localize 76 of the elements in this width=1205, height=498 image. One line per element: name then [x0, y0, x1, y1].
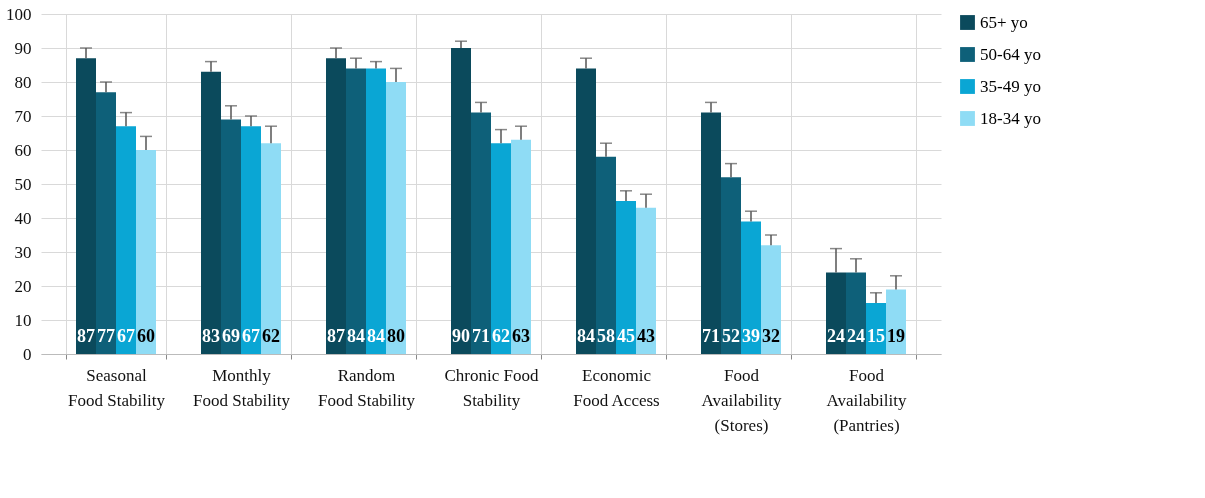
bar — [636, 207, 656, 354]
y-tick-label: 30 — [14, 242, 32, 262]
data-label: 84 — [367, 326, 385, 346]
bar — [741, 221, 761, 354]
data-label: 83 — [202, 326, 220, 346]
data-label: 15 — [867, 326, 885, 346]
y-tick-label: 10 — [14, 310, 32, 330]
data-label: 71 — [472, 326, 490, 346]
bar — [576, 68, 596, 354]
bar — [201, 71, 221, 354]
y-tick-label: 70 — [14, 106, 32, 126]
data-label: 67 — [117, 326, 135, 346]
bar — [511, 139, 531, 354]
bar — [596, 156, 616, 354]
data-label: 90 — [452, 326, 470, 346]
data-label: 58 — [597, 326, 615, 346]
data-label: 39 — [742, 326, 760, 346]
bar — [701, 112, 721, 354]
data-label: 84 — [347, 326, 365, 346]
y-tick-label: 100 — [6, 4, 32, 24]
legend-label: 18-34 yo — [980, 108, 1041, 128]
y-tick-label: 80 — [14, 72, 32, 92]
legend-label: 50-64 yo — [980, 44, 1041, 64]
data-label: 84 — [577, 326, 595, 346]
bar — [761, 245, 781, 354]
bar — [136, 150, 156, 354]
bar — [326, 58, 346, 354]
data-label: 32 — [762, 326, 780, 346]
bar — [616, 201, 636, 354]
y-tick-label: 60 — [14, 140, 32, 160]
data-label: 71 — [702, 326, 720, 346]
data-label: 45 — [617, 326, 635, 346]
y-tick-label: 0 — [23, 344, 32, 364]
bar — [846, 272, 866, 354]
x-tick-label: Seasonal Food Stability — [68, 365, 166, 410]
data-label: 87 — [327, 326, 345, 346]
x-tick-label: Food Availability (Stores) — [701, 365, 782, 435]
bar — [116, 126, 136, 354]
data-label: 69 — [222, 326, 240, 346]
bar — [451, 48, 471, 354]
y-tick-label: 40 — [14, 208, 32, 228]
bar — [386, 82, 406, 354]
x-tick-label: Chronic Food Stability — [444, 365, 539, 410]
data-label: 62 — [492, 326, 510, 346]
data-label: 19 — [887, 326, 905, 346]
legend-label: 35-49 yo — [980, 76, 1041, 96]
y-tick-label: 50 — [14, 174, 32, 194]
x-tick-label: Random Food Stability — [318, 365, 416, 410]
bar — [491, 143, 511, 354]
x-tick-label: Monthly Food Stability — [193, 365, 291, 410]
bar — [346, 68, 366, 354]
data-label: 24 — [827, 326, 845, 346]
data-label: 43 — [637, 326, 655, 346]
data-label: 87 — [77, 326, 95, 346]
data-label: 52 — [722, 326, 740, 346]
data-label: 63 — [512, 326, 530, 346]
y-tick-label: 90 — [14, 38, 32, 58]
bar — [261, 143, 281, 354]
data-label: 80 — [387, 326, 405, 346]
bar — [826, 272, 846, 354]
bar — [241, 126, 261, 354]
bar — [221, 119, 241, 354]
x-tick-label: Economic Food Access — [573, 365, 660, 410]
data-label: 77 — [97, 326, 115, 346]
y-tick-label: 20 — [14, 276, 32, 296]
bar — [96, 92, 116, 354]
bar — [471, 112, 491, 354]
data-label: 24 — [847, 326, 865, 346]
bar — [366, 68, 386, 354]
data-label: 60 — [137, 326, 155, 346]
bar — [721, 177, 741, 354]
data-label: 67 — [242, 326, 260, 346]
legend-label: 65+ yo — [980, 12, 1028, 32]
bar — [76, 58, 96, 354]
x-tick-label: Food Availability (Pantries) — [826, 365, 907, 435]
data-label: 62 — [262, 326, 280, 346]
